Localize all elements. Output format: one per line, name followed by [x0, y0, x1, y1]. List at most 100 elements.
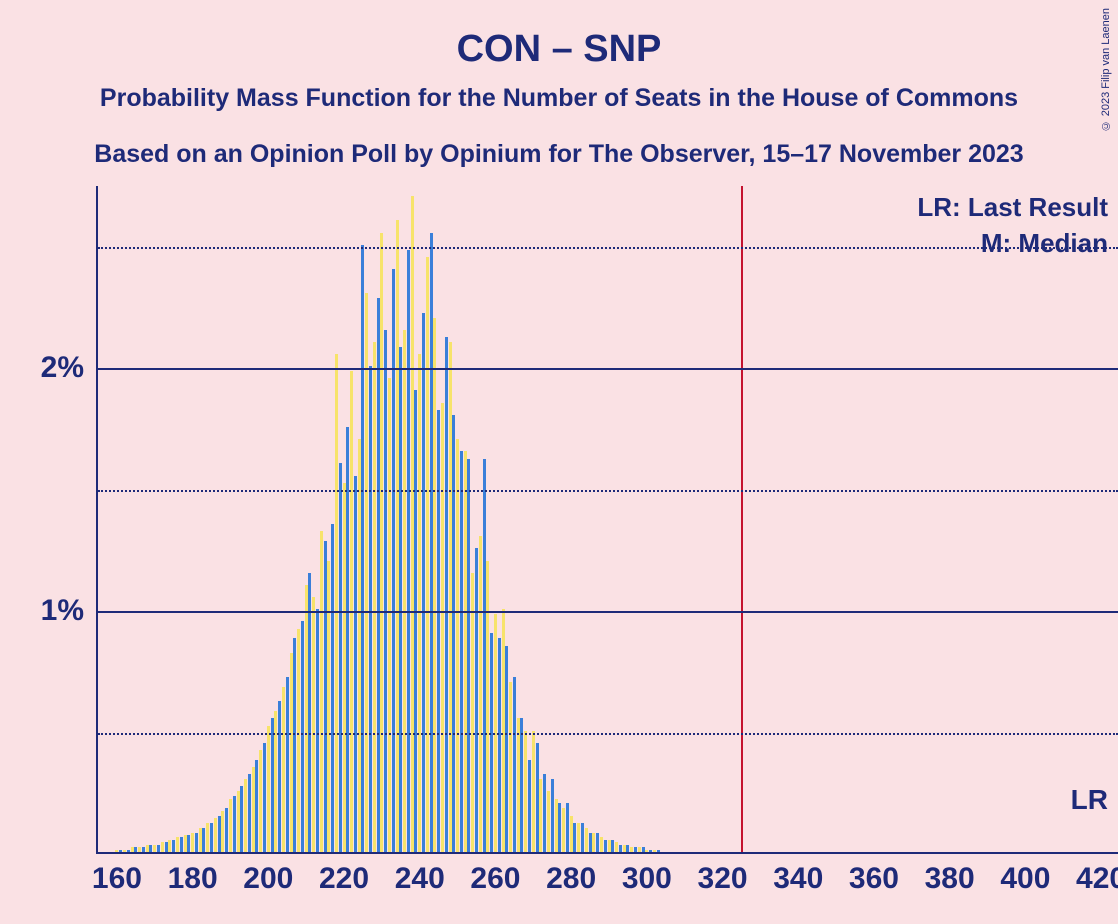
bar	[437, 410, 440, 852]
bar	[414, 390, 417, 852]
bar	[566, 803, 569, 852]
bar	[187, 835, 190, 852]
chart-title: CON – SNP	[0, 28, 1118, 71]
bar	[202, 828, 205, 852]
bar	[161, 842, 164, 852]
bar	[555, 799, 558, 852]
bar	[184, 835, 187, 852]
bar	[490, 633, 493, 852]
bar	[301, 621, 304, 852]
bar	[509, 682, 512, 852]
bar	[577, 823, 580, 852]
bar	[392, 269, 395, 852]
xtick-label: 180	[168, 852, 218, 896]
copyright-label: © 2023 Filip van Laenen	[1100, 8, 1112, 131]
bar	[146, 845, 149, 852]
bar	[543, 774, 546, 852]
bar	[611, 840, 614, 852]
bar	[592, 833, 595, 852]
bar	[430, 233, 433, 852]
gridline-minor	[98, 247, 1118, 249]
bar	[445, 337, 448, 852]
legend-lr-short: LR	[1071, 784, 1108, 816]
ytick-label: 2%	[41, 351, 98, 385]
bar	[585, 828, 588, 852]
bar	[505, 646, 508, 852]
bar	[524, 731, 527, 852]
bar	[483, 459, 486, 853]
xtick-label: 380	[925, 852, 975, 896]
bar	[373, 342, 376, 852]
legend-m: M: Median	[981, 228, 1108, 259]
bar	[407, 250, 410, 852]
bar	[263, 743, 266, 852]
gridline-major	[98, 368, 1118, 370]
bar	[422, 313, 425, 852]
bar	[562, 808, 565, 852]
bar	[380, 233, 383, 852]
bar	[600, 837, 603, 852]
bar	[361, 245, 364, 852]
bar	[536, 743, 539, 852]
bar	[589, 833, 592, 852]
bar	[547, 791, 550, 852]
bar	[558, 803, 561, 852]
bar	[218, 816, 221, 852]
bar	[513, 677, 516, 852]
bar	[626, 845, 629, 852]
bar	[240, 786, 243, 852]
bar	[153, 845, 156, 852]
gridline-minor	[98, 733, 1118, 735]
bar	[433, 318, 436, 852]
bar	[441, 403, 444, 852]
bar	[324, 541, 327, 852]
bar	[467, 459, 470, 853]
bar	[358, 439, 361, 852]
bar	[180, 837, 183, 852]
bar	[411, 196, 414, 852]
bar	[282, 687, 285, 852]
bar	[460, 451, 463, 852]
bar	[369, 366, 372, 852]
bar	[532, 731, 535, 852]
chart-subtitle-2: Based on an Opinion Poll by Opinium for …	[0, 140, 1118, 169]
bar	[615, 842, 618, 852]
bar	[229, 799, 232, 852]
xtick-label: 260	[470, 852, 520, 896]
bar	[479, 536, 482, 852]
xtick-label: 320	[698, 852, 748, 896]
bar	[316, 609, 319, 852]
bar	[214, 818, 217, 852]
xtick-label: 160	[92, 852, 142, 896]
bar	[297, 629, 300, 852]
bar	[327, 561, 330, 852]
xtick-label: 300	[622, 852, 672, 896]
xtick-label: 340	[773, 852, 823, 896]
bar	[221, 811, 224, 852]
bar	[343, 483, 346, 852]
bar	[195, 833, 198, 852]
bar	[308, 573, 311, 852]
bar	[191, 833, 194, 852]
bar	[320, 531, 323, 852]
bar	[452, 415, 455, 852]
bar	[233, 796, 236, 852]
bar	[293, 638, 296, 852]
bar	[608, 840, 611, 852]
bar	[456, 439, 459, 852]
xtick-label: 240	[395, 852, 445, 896]
bar	[165, 842, 168, 852]
bar	[172, 840, 175, 852]
bar	[157, 845, 160, 852]
bar	[388, 378, 391, 852]
bar	[255, 760, 258, 852]
bar	[335, 354, 338, 852]
bar	[305, 585, 308, 852]
bar	[502, 609, 505, 852]
bar	[168, 840, 171, 852]
bar	[339, 463, 342, 852]
bar	[551, 779, 554, 852]
bar	[573, 823, 576, 852]
xtick-label: 200	[243, 852, 293, 896]
bar	[517, 718, 520, 852]
